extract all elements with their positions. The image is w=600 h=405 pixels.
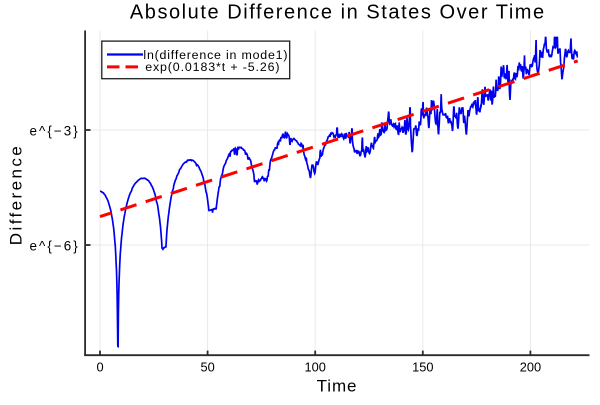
svg-text:ln(difference in mode1): ln(difference in mode1): [143, 48, 288, 62]
svg-text:150: 150: [412, 359, 433, 374]
svg-text:Absolute Difference in States: Absolute Difference in States Over Time: [130, 1, 546, 23]
svg-text:200: 200: [520, 359, 541, 374]
svg-text:e^{−3}: e^{−3}: [30, 123, 80, 138]
svg-text:0: 0: [96, 359, 103, 374]
svg-text:Time: Time: [317, 377, 358, 396]
svg-text:100: 100: [305, 359, 326, 374]
svg-text:e^{−6}: e^{−6}: [30, 238, 80, 253]
svg-text:exp(0.0183*t + -5.26): exp(0.0183*t + -5.26): [145, 60, 280, 74]
svg-text:Difference: Difference: [7, 144, 26, 245]
svg-text:50: 50: [200, 359, 214, 374]
